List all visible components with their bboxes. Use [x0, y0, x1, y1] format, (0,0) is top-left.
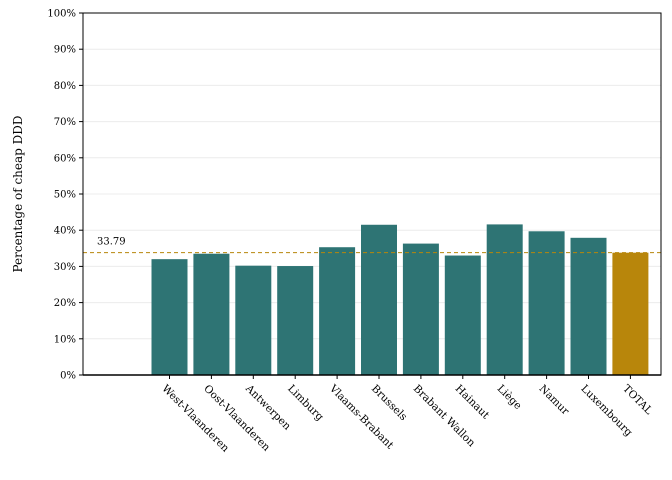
bars [151, 224, 649, 375]
x-tick-label: Brussels [369, 383, 409, 423]
y-tick-label: 0% [60, 371, 76, 382]
bar [277, 266, 314, 375]
x-tick-label: Limburg [285, 383, 326, 424]
bar [612, 252, 649, 375]
y-tick-label: 70% [54, 117, 76, 128]
bar [193, 253, 230, 375]
bar [151, 259, 188, 375]
bar [402, 243, 439, 375]
bar [319, 247, 356, 375]
y-tick-label: 80% [54, 81, 76, 92]
y-tick-label: 100% [47, 9, 76, 20]
y-tick-label: 60% [54, 153, 76, 164]
bar [528, 231, 565, 375]
y-tick-label: 20% [54, 298, 76, 309]
bar [444, 255, 481, 375]
bar [570, 237, 607, 375]
reference-line-group: 33.79 [83, 237, 661, 254]
x-tick-label: Hainaut [453, 383, 492, 422]
x-tick-label: Namur [536, 383, 571, 418]
y-tick-labels: 0% 10% 20% 30% 40% 50% 60% 70% 80% 90% 100% [47, 9, 76, 382]
x-tick-labels: West-VlaanderenOost-VlaanderenAntwerpenL… [159, 382, 654, 455]
y-tick-label: 40% [54, 226, 76, 237]
y-axis-title: Percentage of cheap DDD [11, 115, 25, 272]
bar [361, 224, 397, 375]
bar [235, 265, 272, 375]
bar [486, 224, 523, 375]
y-tick-label: 10% [54, 334, 76, 345]
y-tick-label: 90% [54, 45, 76, 56]
y-tick-label: 50% [54, 190, 76, 201]
x-tick-label: TOTAL [620, 383, 654, 417]
y-tick-label: 30% [54, 262, 76, 273]
reference-line-label: 33.79 [97, 237, 126, 248]
x-tick-label: Liège [495, 383, 524, 412]
axes [79, 12, 662, 379]
